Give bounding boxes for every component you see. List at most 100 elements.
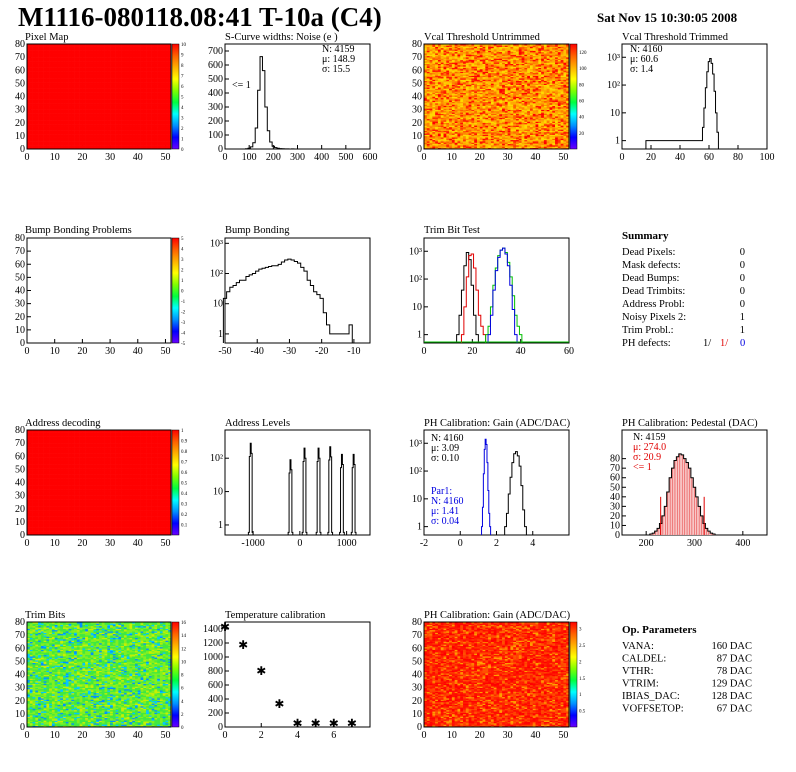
pixel_map-cell	[107, 80, 111, 83]
pixel_map-cell	[49, 116, 53, 118]
pixel_map-cell	[123, 146, 127, 148]
vcal_untrimmed-cell	[424, 49, 428, 51]
pixel_map-cell	[96, 46, 100, 49]
pixel_map-cell	[123, 83, 127, 85]
pixel_map-cell	[29, 62, 33, 64]
pixel_map-cell	[154, 88, 158, 91]
pixel_map-cell	[143, 47, 147, 50]
pixel_map-cell	[43, 110, 47, 113]
pixel_map-cell	[137, 61, 141, 63]
vcal_untrimmed-cell	[424, 72, 428, 75]
pixel_map-cell	[115, 139, 119, 142]
pixel_map-cell	[112, 53, 116, 55]
pixel_map-cell	[76, 76, 80, 79]
pixel_map-cell	[57, 66, 61, 68]
vcal_untrimmed-cell	[432, 88, 436, 91]
vcal_untrimmed-cell	[440, 74, 444, 76]
pixel_map-cell	[132, 104, 136, 106]
pixel_map-cell	[165, 71, 169, 74]
pixel_map-cell	[137, 124, 141, 126]
pixel_map-cell	[74, 124, 78, 126]
pixel_map-cell	[151, 113, 155, 116]
pixel_map-cell	[40, 139, 44, 142]
pixel_map-cell	[168, 72, 172, 75]
vcal_untrimmed-cell	[432, 66, 436, 68]
pixel_map-cell	[40, 124, 44, 126]
pixel_map-cell	[146, 78, 150, 80]
pixel_map-cell	[168, 86, 172, 88]
pixel_map-cell	[76, 66, 80, 68]
pixel_map-cell	[63, 59, 67, 62]
vcal_untrimmed-cell	[440, 75, 444, 78]
vcal_untrimmed-cell	[443, 110, 447, 113]
pixel_map-cell	[38, 80, 42, 83]
pixel_map-cell	[82, 101, 86, 104]
pixel_map-cell	[126, 74, 130, 76]
vcal_untrimmed-cell	[432, 79, 436, 82]
pixel_map-cell	[101, 55, 105, 58]
pixel_map-cell	[51, 135, 55, 138]
pixel_map-cell	[168, 142, 172, 145]
pixel_map-cell	[35, 96, 39, 99]
pixel_map-cell	[110, 45, 114, 47]
pixel_map-cell	[27, 131, 31, 134]
pixel_map-cell	[146, 63, 150, 66]
pixel_map-cell	[123, 120, 127, 122]
pixel_map-cell	[76, 89, 80, 92]
pixel_map-cell	[154, 147, 158, 150]
vcal_untrimmed-cell	[432, 135, 436, 138]
pixel_map-cell	[68, 112, 72, 114]
pixel_map-cell	[110, 89, 114, 92]
pixel_map-cell	[107, 87, 111, 89]
pixel_map-cell	[132, 116, 136, 118]
pixel_map-cell	[126, 51, 130, 54]
pixel_map-cell	[151, 67, 155, 70]
pixel_map-cell	[99, 100, 103, 103]
pixel_map-cell	[118, 50, 122, 53]
pixel_map-cell	[29, 84, 33, 87]
pixel_map-cell	[93, 50, 97, 53]
pixel_map-cell	[159, 83, 163, 85]
pixel_map-cell	[38, 143, 42, 146]
pixel_map-cell	[104, 46, 108, 49]
pixel_map-cell	[154, 142, 158, 145]
pixel_map-cell	[29, 121, 33, 124]
pixel_map-cell	[157, 142, 161, 145]
pixel_map-cell	[35, 116, 39, 118]
pixel_map-cell	[112, 87, 116, 89]
pixel_map-cell	[87, 112, 91, 114]
pixel_map-cell	[123, 91, 127, 93]
pixel_map-cell	[121, 89, 125, 92]
pixel_map-cell	[51, 74, 55, 76]
pixel_map-cell	[27, 86, 31, 88]
vcal_untrimmed-cell	[432, 65, 436, 67]
pixel_map-cell	[162, 145, 166, 147]
vcal_untrimmed-cell	[437, 45, 442, 47]
pixel_map-ytick-label: 80	[15, 39, 25, 50]
pixel_map-cell	[35, 50, 39, 53]
pixel_map-cell	[54, 76, 58, 79]
pixel_map-cell	[57, 50, 61, 53]
pixel_map-cell	[32, 49, 36, 51]
vcal_untrimmed-cell	[426, 138, 430, 141]
vcal_untrimmed-cell	[440, 96, 444, 99]
pixel_map-cell	[132, 49, 136, 51]
pixel_map-cell	[162, 61, 166, 63]
pixel_map-cell	[90, 78, 94, 80]
vcal_untrimmed-cell	[440, 80, 444, 83]
pixel_map-cell	[132, 57, 136, 59]
pixel_map-cell	[118, 147, 122, 150]
pixel_map-cell	[51, 95, 55, 97]
pixel_map-cell	[126, 75, 130, 78]
vcal_untrimmed-cell	[446, 130, 450, 133]
pixel_map-cell	[112, 58, 116, 61]
pixel_map-cell	[154, 83, 158, 85]
pixel_map-cell	[90, 95, 94, 97]
vcal_untrimmed-cell	[435, 70, 439, 72]
pixel_map-cell	[65, 47, 69, 50]
pixel_map-cell	[54, 71, 58, 74]
pixel_map-cell	[118, 100, 122, 103]
pixel_map-cell	[51, 134, 55, 137]
pixel_map-cell	[87, 62, 91, 64]
pixel_map-cell	[165, 66, 169, 68]
